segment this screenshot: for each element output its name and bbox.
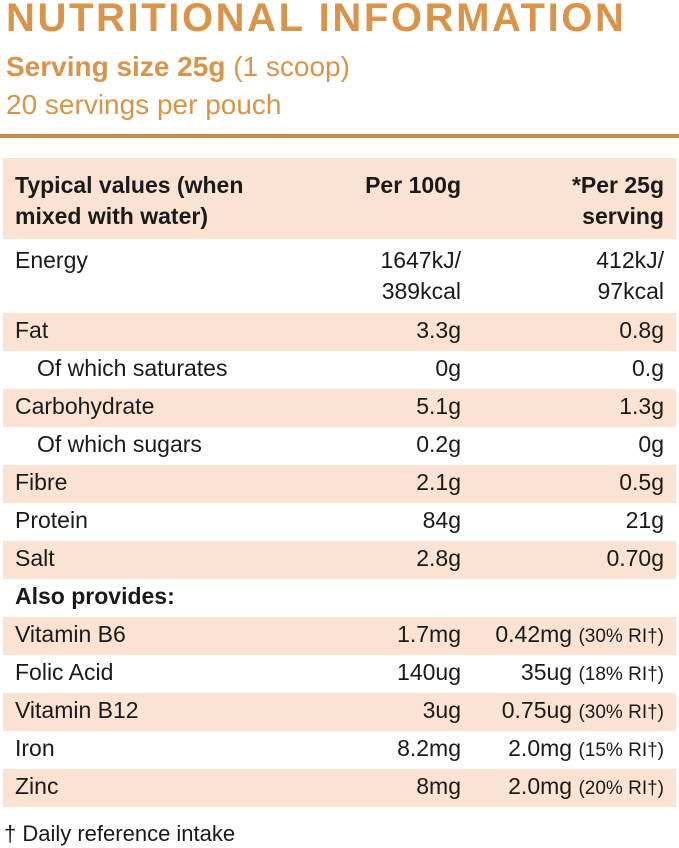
row-label: Folic Acid — [15, 659, 114, 685]
page-title: NUTRITIONAL INFORMATION — [6, 0, 627, 40]
ri-percent: (20% RI†) — [578, 778, 664, 799]
row-per-100g: 1.7mg — [299, 617, 473, 655]
header-per-25g: *Per 25g serving — [473, 158, 676, 239]
row-per-100g: 2.1g — [299, 465, 473, 503]
row-per-25g: 0.8g — [473, 313, 676, 351]
footnote: † Daily reference intake — [4, 821, 236, 846]
row-per-25g: 2.0mg (20% RI†) — [473, 769, 676, 807]
row-per-100g: 1647kJ/ 389kcal — [299, 239, 473, 313]
row-label: Carbohydrate — [3, 389, 299, 427]
serving-size: Serving size 25g (1 scoop) — [6, 50, 350, 84]
header-typical-values: Typical values (when mixed with water) — [3, 158, 299, 239]
row-per-25g: 0.42mg (30% RI†) — [473, 617, 676, 655]
row-per-100g: 2.8g — [299, 541, 473, 579]
servings-per-pouch: 20 servings per pouch — [6, 89, 282, 120]
row-per-100g: 8.2mg — [397, 735, 461, 761]
per-25g-amount: 2.0mg — [508, 735, 573, 761]
serving-size-bold: Serving size 25g — [6, 51, 226, 82]
row-label: Of which sugars — [37, 431, 202, 457]
ri-percent: (30% RI†) — [578, 702, 664, 723]
row-label: Salt — [3, 541, 299, 579]
ri-percent: (18% RI†) — [578, 664, 664, 685]
header-per-25g-text: *Per 25g serving — [571, 172, 664, 229]
row-per-25g: 0.70g — [473, 541, 676, 579]
row-per-25g: 1.3g — [473, 389, 676, 427]
table-row: Vitamin B6 1.7mg 0.42mg (30% RI†) — [3, 617, 676, 655]
row-per-25g: 35ug (18% RI†) — [473, 655, 676, 693]
also-provides-label: Also provides: — [15, 583, 175, 609]
row-label: Vitamin B6 — [3, 617, 299, 655]
row-per-100g: 140ug — [397, 659, 461, 685]
table-row: Of which sugars 0.2g 0g — [3, 427, 676, 465]
table-header-row: Typical values (when mixed with water) P… — [3, 158, 676, 239]
table-row: Fat 3.3g 0.8g — [3, 313, 676, 351]
row-per-100g: 8mg — [299, 769, 473, 807]
table-row: Protein 84g 21g — [3, 503, 676, 541]
table-row: Salt 2.8g 0.70g — [3, 541, 676, 579]
table-row: Of which saturates 0g 0.g — [3, 351, 676, 389]
nutrition-table: Typical values (when mixed with water) P… — [3, 158, 676, 807]
table-row: Folic Acid 140ug 35ug (18% RI†) — [3, 655, 676, 693]
row-label: Iron — [15, 735, 55, 761]
row-label: Energy — [15, 247, 88, 273]
row-per-25g: 2.0mg (15% RI†) — [473, 731, 676, 769]
row-per-100g: 84g — [422, 507, 461, 533]
row-label: Fibre — [3, 465, 299, 503]
serving-size-scoop: (1 scoop) — [225, 51, 350, 82]
row-per-100g: 0.2g — [416, 431, 461, 457]
per-25g-amount: 0.42mg — [495, 621, 573, 647]
row-per-100g: 3.3g — [299, 313, 473, 351]
row-label: Fat — [3, 313, 299, 351]
per-25g-amount: 2.0mg — [508, 773, 573, 799]
energy-per-100g-text: 1647kJ/ 389kcal — [380, 247, 461, 304]
table-row: Zinc 8mg 2.0mg (20% RI†) — [3, 769, 676, 807]
row-label: Vitamin B12 — [3, 693, 299, 731]
row-per-25g: 21g — [625, 507, 664, 533]
table-row: Iron 8.2mg 2.0mg (15% RI†) — [3, 731, 676, 769]
row-per-100g: 5.1g — [299, 389, 473, 427]
row-label: Protein — [15, 507, 88, 533]
ri-percent: (15% RI†) — [578, 740, 664, 761]
header-per-100g: Per 100g — [299, 158, 473, 239]
row-per-25g: 0.75ug (30% RI†) — [473, 693, 676, 731]
row-label: Zinc — [3, 769, 299, 807]
table-row: Vitamin B12 3ug 0.75ug (30% RI†) — [3, 693, 676, 731]
row-per-25g: 412kJ/ 97kcal — [473, 239, 676, 313]
divider — [0, 134, 679, 138]
also-provides-row: Also provides: — [3, 579, 676, 617]
row-per-25g: 0g — [638, 431, 664, 457]
row-label: Of which saturates — [37, 355, 228, 381]
ri-percent: (30% RI†) — [578, 626, 664, 647]
energy-per-25g-text: 412kJ/ 97kcal — [596, 247, 664, 304]
row-per-100g: 3ug — [299, 693, 473, 731]
row-per-25g: 0.g — [632, 355, 664, 381]
table-row: Energy 1647kJ/ 389kcal 412kJ/ 97kcal — [3, 239, 676, 313]
table-row: Fibre 2.1g 0.5g — [3, 465, 676, 503]
table-row: Carbohydrate 5.1g 1.3g — [3, 389, 676, 427]
row-per-25g: 0.5g — [473, 465, 676, 503]
per-25g-amount: 35ug — [520, 659, 573, 685]
row-per-100g: 0g — [435, 355, 461, 381]
per-25g-amount: 0.75ug — [501, 697, 573, 723]
